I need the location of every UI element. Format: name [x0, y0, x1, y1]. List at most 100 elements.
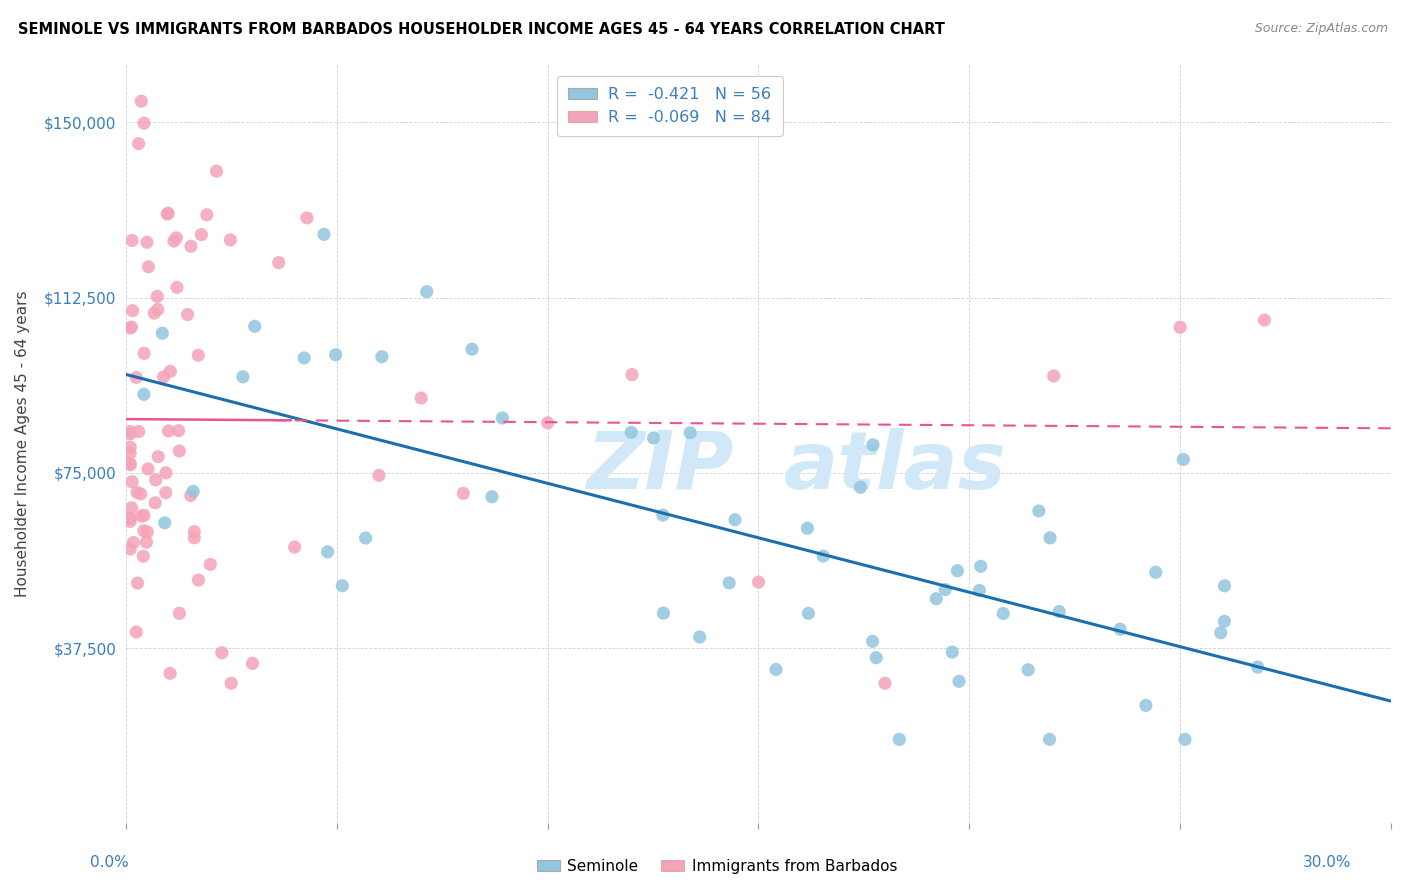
Point: [934, 582, 956, 597]
Point: [941, 645, 963, 659]
Point: [620, 368, 643, 382]
Point: [411, 391, 433, 405]
Point: [120, 511, 142, 525]
Point: [180, 239, 202, 253]
Point: [128, 136, 150, 151]
Point: [849, 480, 872, 494]
Point: [873, 676, 896, 690]
Point: [232, 369, 254, 384]
Text: 30.0%: 30.0%: [1303, 855, 1351, 870]
Point: [135, 535, 157, 549]
Point: [796, 521, 818, 535]
Point: [1213, 615, 1236, 629]
Point: [946, 564, 969, 578]
Point: [155, 466, 177, 480]
Point: [120, 321, 142, 335]
Text: Source: ZipAtlas.com: Source: ZipAtlas.com: [1254, 22, 1388, 36]
Point: [1253, 313, 1275, 327]
Legend: Seminole, Immigrants from Barbados: Seminole, Immigrants from Barbados: [530, 853, 904, 880]
Point: [148, 450, 170, 464]
Point: [121, 500, 143, 515]
Point: [136, 462, 159, 476]
Point: [925, 591, 948, 606]
Point: [368, 468, 391, 483]
Point: [120, 426, 142, 441]
Point: [200, 558, 222, 572]
Point: [652, 606, 675, 620]
Point: [163, 234, 186, 248]
Point: [176, 308, 198, 322]
Point: [169, 444, 191, 458]
Point: [416, 285, 439, 299]
Point: [181, 484, 204, 499]
Point: [1144, 566, 1167, 580]
Point: [143, 496, 166, 510]
Point: [146, 289, 169, 303]
Point: [125, 625, 148, 640]
Point: [120, 320, 142, 334]
Point: [121, 234, 143, 248]
Point: [1039, 531, 1062, 545]
Point: [865, 650, 887, 665]
Point: [1174, 732, 1197, 747]
Point: [132, 549, 155, 564]
Point: [120, 458, 142, 472]
Point: [292, 351, 315, 365]
Point: [129, 94, 152, 108]
Point: [461, 342, 484, 356]
Point: [1247, 660, 1270, 674]
Point: [187, 348, 209, 362]
Point: [211, 646, 233, 660]
Point: [122, 535, 145, 549]
Point: [371, 350, 394, 364]
Point: [295, 211, 318, 225]
Point: [1168, 320, 1191, 334]
Point: [159, 666, 181, 681]
Point: [718, 576, 741, 591]
Point: [811, 549, 834, 563]
Point: [120, 515, 142, 529]
Point: [330, 579, 353, 593]
Point: [354, 531, 377, 545]
Point: [219, 676, 242, 690]
Point: [1017, 663, 1039, 677]
Point: [242, 657, 264, 671]
Point: [159, 364, 181, 378]
Point: [481, 490, 503, 504]
Point: [312, 227, 335, 242]
Point: [689, 630, 711, 644]
Point: [132, 346, 155, 360]
Legend: R =  -0.421   N = 56, R =  -0.069   N = 84: R = -0.421 N = 56, R = -0.069 N = 84: [557, 76, 783, 136]
Point: [679, 425, 702, 440]
Point: [205, 164, 228, 178]
Point: [1209, 625, 1232, 640]
Point: [150, 326, 173, 341]
Point: [243, 319, 266, 334]
Point: [970, 559, 993, 574]
Text: 0.0%: 0.0%: [90, 855, 129, 870]
Point: [125, 370, 148, 384]
Point: [948, 674, 970, 689]
Point: [129, 487, 152, 501]
Point: [1028, 504, 1050, 518]
Point: [120, 446, 142, 460]
Point: [1213, 579, 1236, 593]
Point: [155, 485, 177, 500]
Point: [132, 508, 155, 523]
Point: [180, 488, 202, 502]
Point: [132, 387, 155, 401]
Point: [187, 573, 209, 587]
Point: [120, 457, 142, 471]
Point: [862, 634, 884, 648]
Point: [145, 473, 167, 487]
Text: SEMINOLE VS IMMIGRANTS FROM BARBADOS HOUSEHOLDER INCOME AGES 45 - 64 YEARS CORRE: SEMINOLE VS IMMIGRANTS FROM BARBADOS HOU…: [18, 22, 945, 37]
Point: [889, 732, 911, 747]
Point: [166, 280, 188, 294]
Y-axis label: Householder Income Ages 45 - 64 years: Householder Income Ages 45 - 64 years: [15, 291, 30, 597]
Point: [1042, 368, 1064, 383]
Point: [157, 424, 180, 438]
Point: [620, 425, 643, 440]
Point: [747, 575, 769, 590]
Point: [125, 485, 148, 500]
Point: [267, 255, 290, 269]
